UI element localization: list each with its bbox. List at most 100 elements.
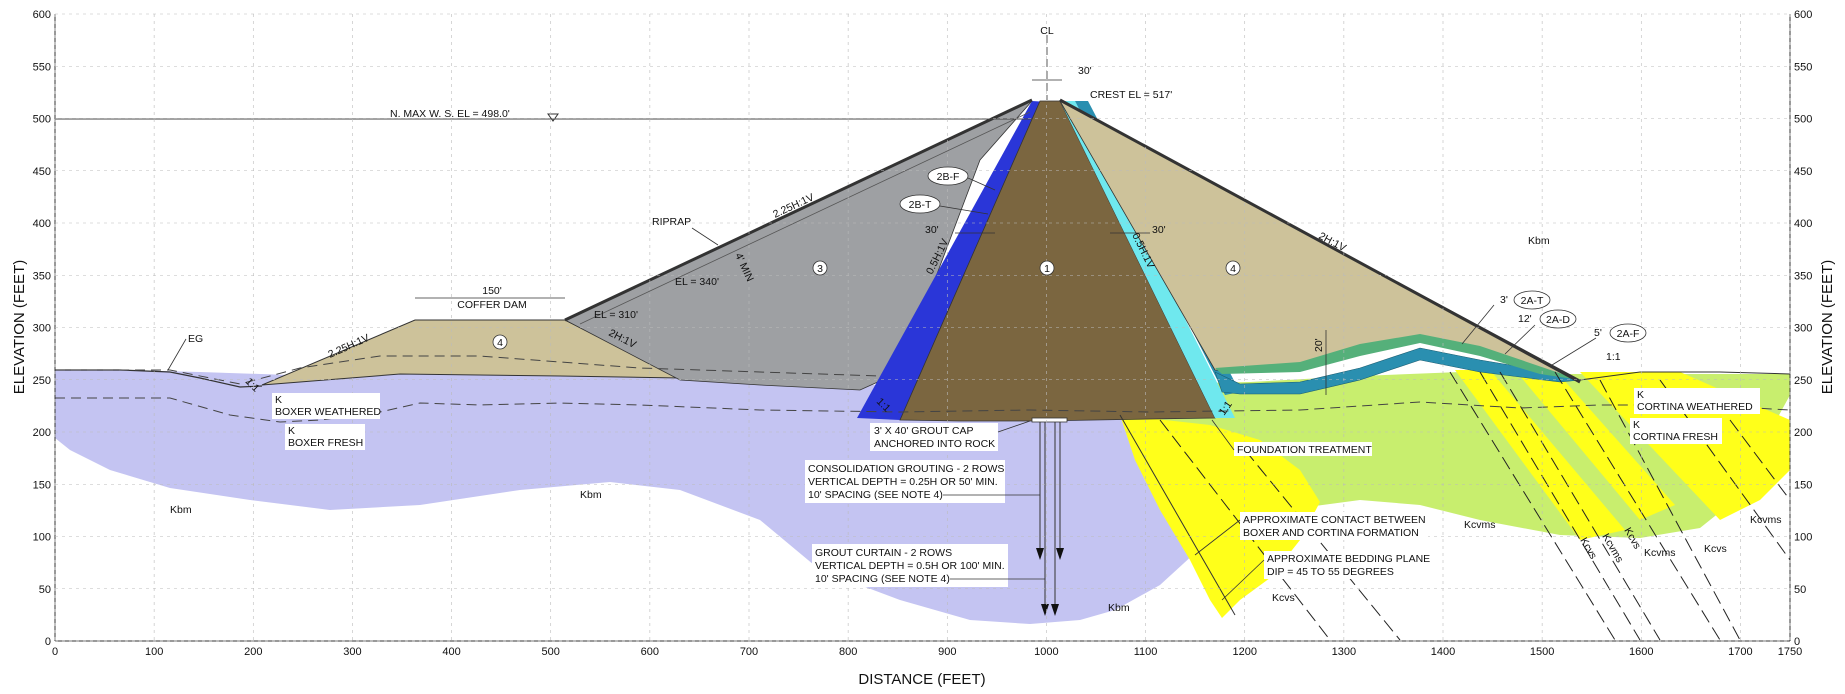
- riprap-inner-line: [579, 111, 1031, 325]
- x-tick-label: 1750: [1778, 646, 1802, 658]
- y-tick-label-left: 550: [33, 61, 51, 73]
- y-tick-label-right: 100: [1794, 532, 1812, 544]
- eg-label: EG: [188, 333, 203, 345]
- boxer-fresh-box: [285, 424, 365, 450]
- x-tick-label: 200: [244, 646, 262, 658]
- ratio-right-label: 1:1: [1606, 351, 1621, 363]
- dim-5-label: 5': [1594, 327, 1602, 339]
- bedding-leader: [1221, 559, 1265, 601]
- x-tick-label: 100: [145, 646, 163, 658]
- x-tick-label: 1600: [1629, 646, 1653, 658]
- y-tick-label-left: 250: [33, 375, 51, 387]
- zone4-coffer-tag: [492, 334, 508, 350]
- consolidation-line3: 10' SPACING (SEE NOTE 4): [808, 489, 943, 501]
- curtain-line3: 10' SPACING (SEE NOTE 4): [815, 573, 950, 585]
- cortina-fresh-box: [1630, 418, 1722, 444]
- y-tick-label-left: 50: [39, 584, 51, 596]
- bedding-line2: DIP = 45 TO 55 DEGREES: [1267, 566, 1394, 578]
- kcvms-label-3: Kcvms: [1644, 547, 1676, 559]
- boxer-fresh-k: K: [288, 425, 295, 437]
- eg-leader: [167, 338, 187, 371]
- grout-cap: [1031, 417, 1068, 423]
- y-tick-label-right: 550: [1794, 61, 1812, 73]
- contact-box: [1240, 512, 1428, 540]
- zone-2bf-label: 2B-F: [937, 171, 960, 183]
- x-tick-label: 1300: [1332, 646, 1356, 658]
- upstream-riprap-line: [564, 98, 1033, 322]
- y-tick-label-left: 150: [33, 479, 51, 491]
- contact-line1: APPROXIMATE CONTACT BETWEEN: [1243, 514, 1426, 526]
- coffer-dam-label: COFFER DAM: [457, 299, 526, 311]
- y-tick-label-right: 600: [1794, 9, 1812, 21]
- y-tick-label-left: 200: [33, 427, 51, 439]
- kcvms-label-1: Kcvms: [1464, 519, 1496, 531]
- zone1-tag: [1039, 260, 1055, 276]
- riprap-leader: [691, 227, 719, 246]
- zone-2bt-leader: [939, 205, 989, 215]
- max-water-surface-label: N. MAX W. S. EL = 498.0': [390, 108, 510, 120]
- kbm-label-2: Kbm: [580, 489, 602, 501]
- bedding-line1: APPROXIMATE BEDDING PLANE: [1267, 553, 1430, 565]
- curtain-box: [812, 544, 1008, 587]
- zone-2bf-tag: [927, 166, 969, 186]
- y-tick-label-left: 300: [33, 323, 51, 335]
- boxer-fresh-label: BOXER FRESH: [288, 437, 363, 449]
- consolidation-line2: VERTICAL DEPTH = 0.25H OR 50' MIN.: [808, 476, 998, 488]
- zone1-label: 1: [1044, 263, 1050, 275]
- y-tick-label-right: 350: [1794, 270, 1812, 282]
- y-tick-label-right: 0: [1794, 636, 1800, 648]
- crest-width-label: 30': [1078, 65, 1092, 77]
- x-tick-label: 1500: [1530, 646, 1554, 658]
- consolidation-box: [805, 460, 1005, 503]
- x-tick-label: 600: [641, 646, 659, 658]
- zone-2af-tag: [1609, 323, 1647, 343]
- dim-20-label: 20': [1313, 338, 1325, 352]
- dim-3-label: 3': [1500, 294, 1508, 306]
- cortina-weathered-box: [1634, 388, 1760, 414]
- y-tick-label-left: 450: [33, 166, 51, 178]
- x-tick-label: 1700: [1728, 646, 1752, 658]
- foundation-treatment-box: [1234, 442, 1372, 456]
- el340-label: EL = 340': [675, 276, 719, 288]
- bedding-box: [1264, 551, 1440, 579]
- boxer-weathered-label: BOXER WEATHERED: [275, 406, 381, 418]
- kcvs-label-1: Kcvs: [1272, 592, 1295, 604]
- weathered-contact-dashed: [55, 397, 1791, 423]
- grout-cap-line2: ANCHORED INTO ROCK: [874, 438, 995, 450]
- y-tick-label-right: 250: [1794, 375, 1812, 387]
- kbm-label-3: Kbm: [1108, 602, 1130, 614]
- y-tick-label-left: 100: [33, 532, 51, 544]
- grout-arrowheads: [1036, 548, 1064, 616]
- zone-2ad-label: 2A-D: [1546, 314, 1570, 326]
- y-tick-label-left: 0: [45, 636, 51, 648]
- kcvms-label-4: Kcvms: [1750, 514, 1782, 526]
- cortina-fresh-k: K: [1633, 419, 1640, 431]
- x-tick-label: 300: [343, 646, 361, 658]
- dim-30-right: 30': [1152, 224, 1166, 236]
- x-tick-label: 1100: [1134, 646, 1158, 658]
- cortina-yellow-band-1: [1455, 370, 1625, 540]
- zone-2a-leader-3: [1551, 337, 1597, 366]
- cortina-fresh-label: CORTINA FRESH: [1633, 431, 1718, 443]
- el310-label: EL = 310': [594, 309, 638, 321]
- zone3-label: 3: [817, 263, 823, 275]
- filter-2b-f: [857, 101, 1048, 420]
- zone-2ad-tag: [1539, 309, 1577, 329]
- cortina-weathered-label: CORTINA WEATHERED: [1637, 401, 1753, 413]
- y-axis-title-right: ELEVATION (FEET): [1819, 260, 1836, 394]
- riprap-label: RIPRAP: [652, 216, 691, 228]
- x-tick-label: 400: [442, 646, 460, 658]
- grout-cap-label-box: [870, 423, 998, 451]
- x-tick-label: 900: [938, 646, 956, 658]
- kcvs-label-2: Kcvs: [1577, 536, 1599, 562]
- y-axis-title-left: ELEVATION (FEET): [11, 260, 28, 394]
- y-tick-label-right: 500: [1794, 114, 1812, 126]
- x-tick-label: 500: [542, 646, 560, 658]
- y-tick-label-left: 400: [33, 218, 51, 230]
- x-tick-label: 700: [740, 646, 758, 658]
- x-axis-title: DISTANCE (FEET): [858, 671, 985, 688]
- foundation-treatment-label: FOUNDATION TREATMENT: [1237, 444, 1372, 456]
- y-tick-label-right: 400: [1794, 218, 1812, 230]
- contact-line: [1119, 414, 1236, 616]
